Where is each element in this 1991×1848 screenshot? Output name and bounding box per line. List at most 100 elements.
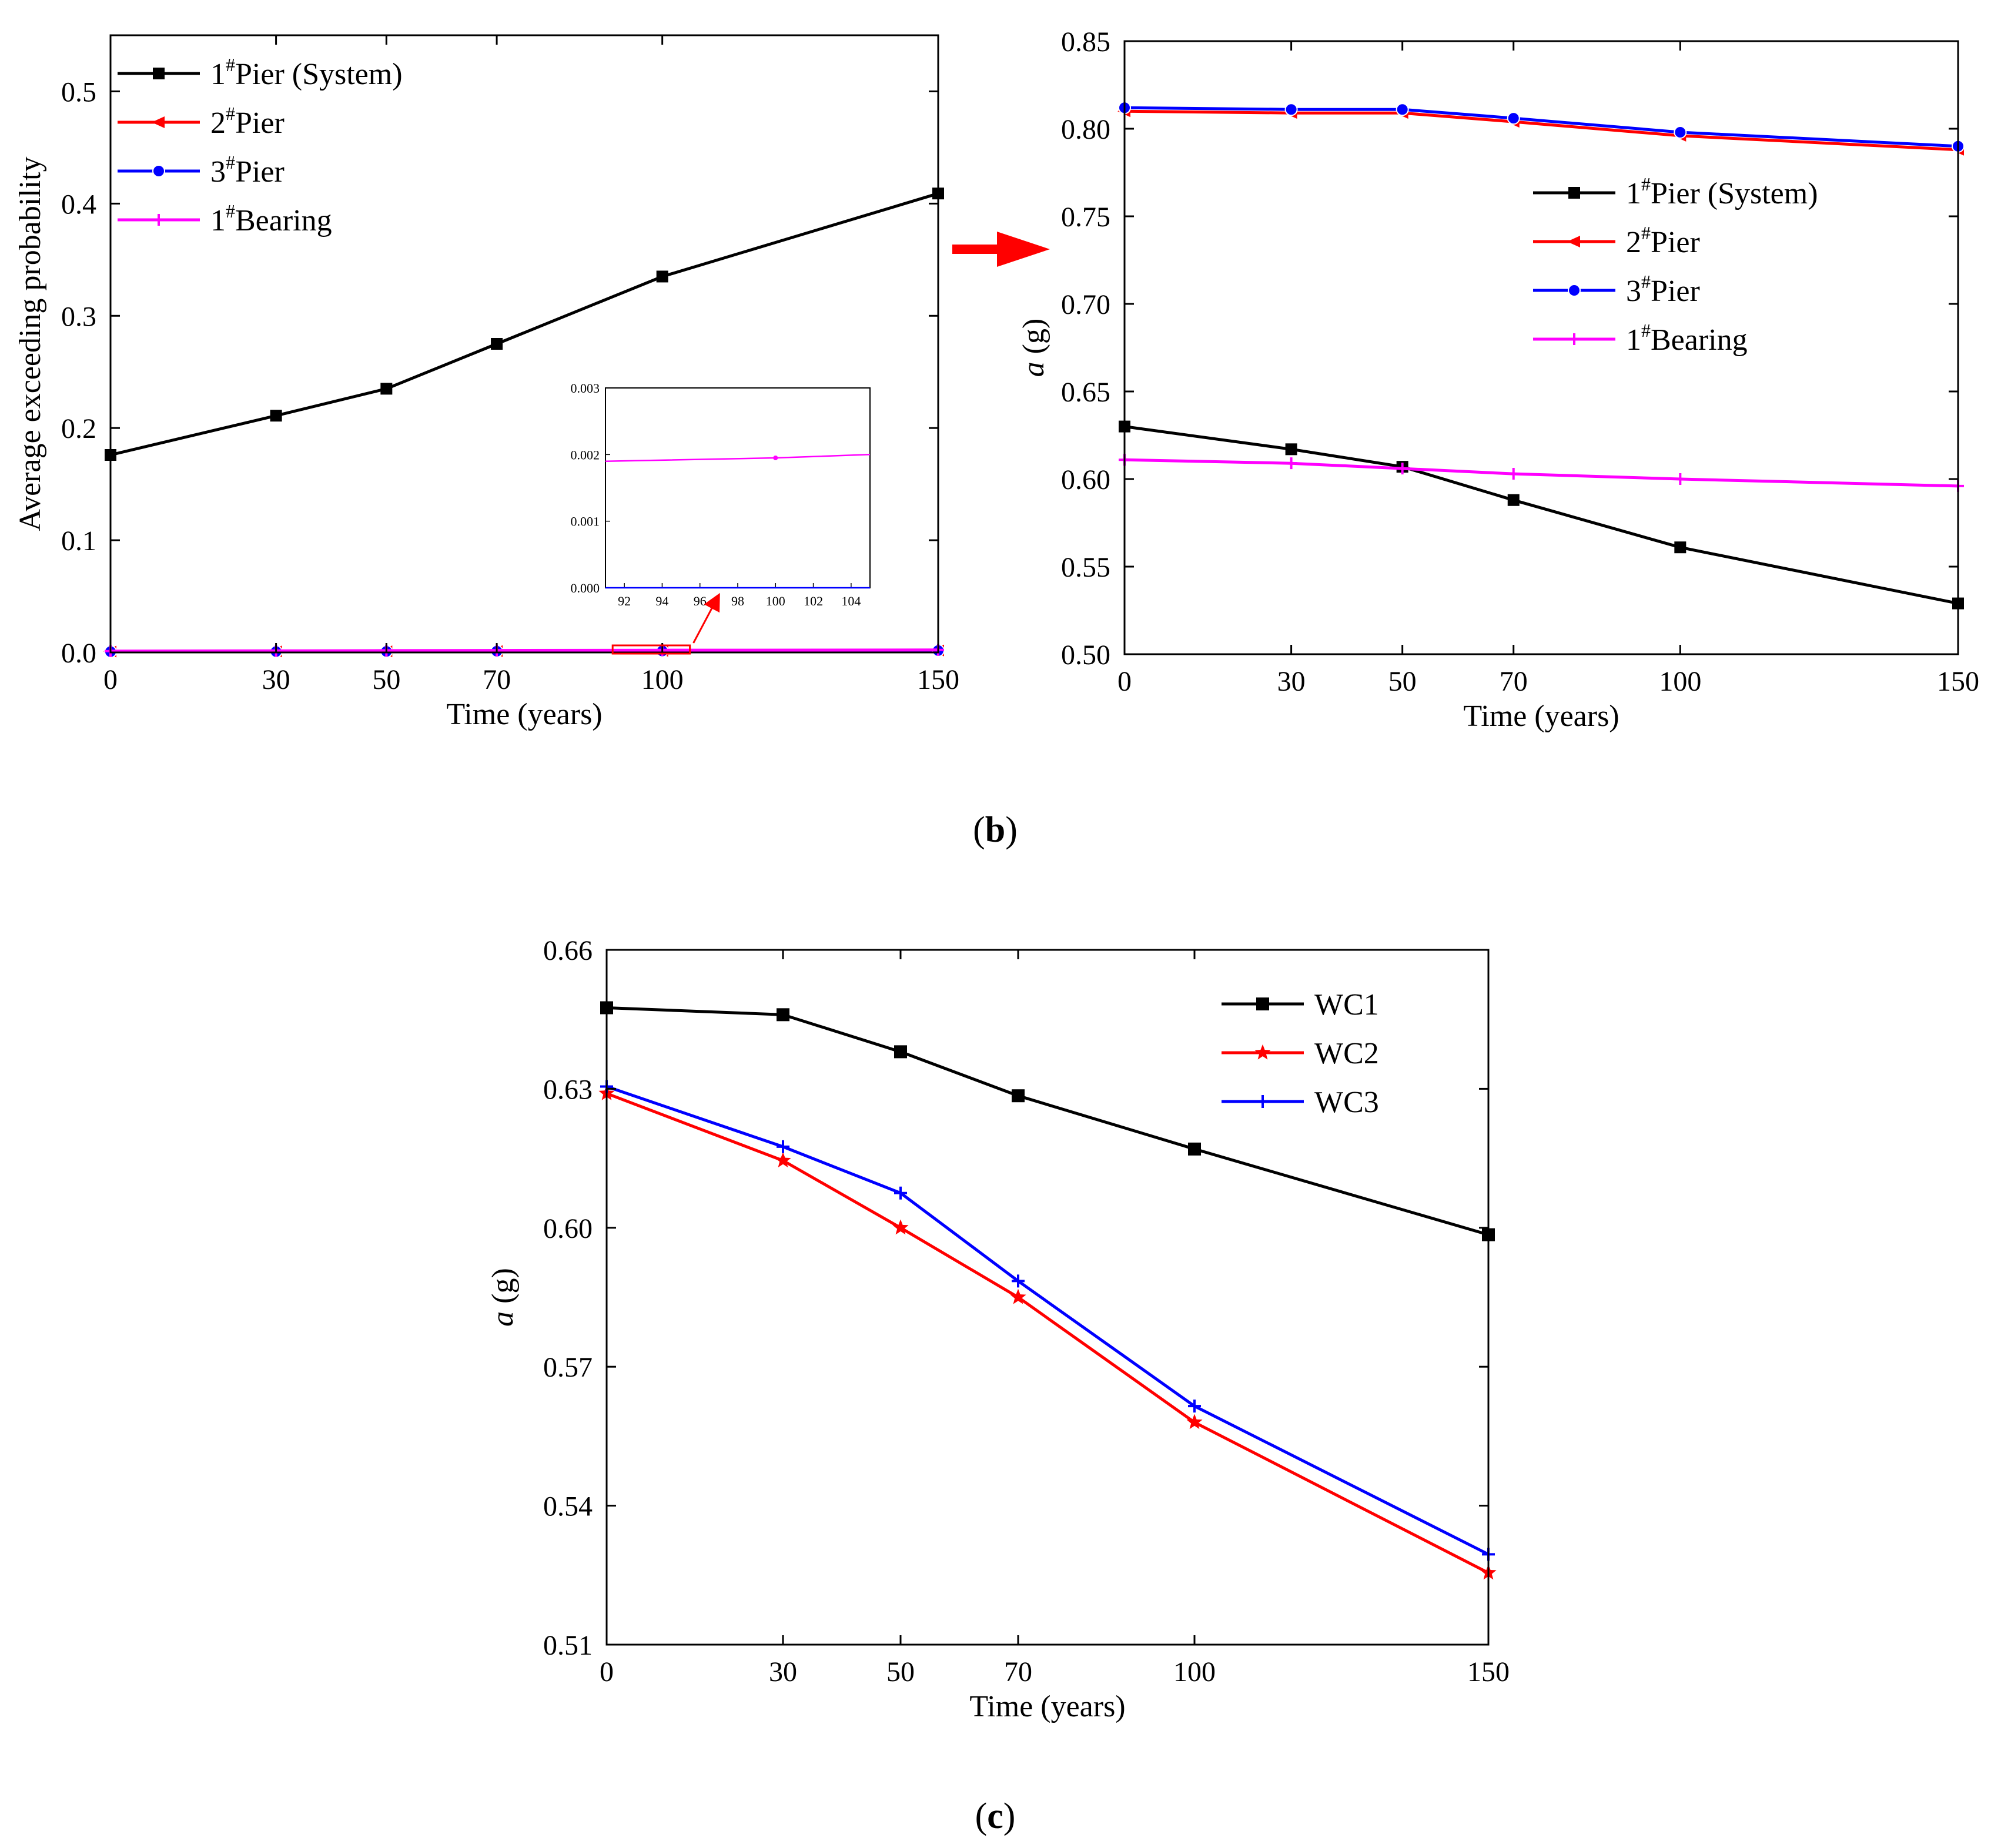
y-axis-label: a (g) xyxy=(486,1268,520,1327)
legend-label: 3#Pier xyxy=(1626,271,1700,308)
data-point xyxy=(1507,468,1520,480)
arrow-head xyxy=(997,232,1050,267)
data-point xyxy=(1285,443,1297,456)
legend-swatch-marker xyxy=(152,165,165,178)
y-tick-label: 0.63 xyxy=(543,1074,593,1105)
legend-swatch-marker xyxy=(1568,284,1581,297)
inset-zoom-chart: 92 94 96 98 100 102 104 0.000 0.001 0.002 0.003 xyxy=(571,381,871,655)
x-tick-label: 30 xyxy=(1277,666,1306,697)
series-line xyxy=(1124,425,1959,605)
legend-label: 1#Pier (System) xyxy=(210,54,403,91)
x-axis-label: Time (years) xyxy=(446,698,602,731)
legend-swatch-marker xyxy=(1256,997,1269,1010)
chart-exceeding-probability: 0 30 50 70 100 150 0.0 0.1 0.2 0.3 0.4 0.5 1#Pier (… xyxy=(14,34,959,731)
y-tick-label: 0.80 xyxy=(1061,114,1110,145)
chart-working-conditions: 0 30 50 70 100 150 0.51 0.54 0.57 0.60 0.63 0.66 WC… xyxy=(486,935,1510,1723)
y-tick-label: 0.65 xyxy=(1061,377,1110,408)
data-point xyxy=(775,1152,791,1168)
y-axis-label-unit: (g) xyxy=(486,1268,520,1311)
y-tick-label: 0.5 xyxy=(61,76,96,108)
zoom-region-box xyxy=(611,644,691,655)
data-point xyxy=(1396,103,1409,116)
legend-item: 1#Pier (System) xyxy=(118,54,403,91)
y-axis-label: Average exceeding probability xyxy=(14,156,47,531)
legend-item: 3#Pier xyxy=(1533,271,1700,308)
data-point xyxy=(1012,1274,1025,1288)
y-tick-label: 0.4 xyxy=(61,189,96,220)
legend-item: WC2 xyxy=(1222,1037,1379,1070)
data-point xyxy=(270,410,282,422)
x-tick-label: 0 xyxy=(1117,666,1132,697)
data-point xyxy=(1285,457,1297,470)
x-tick-label: 100 xyxy=(1173,1656,1216,1688)
y-axis-label: a (g) xyxy=(1017,319,1050,377)
x-axis-label: Time (years) xyxy=(1463,699,1619,733)
series-1 xyxy=(1117,105,1964,156)
data-point xyxy=(1284,103,1298,116)
legend-swatch-marker xyxy=(1568,187,1580,199)
x-tick-label: 100 xyxy=(641,664,684,695)
data-point xyxy=(1507,494,1520,506)
legend-swatch-marker xyxy=(1568,333,1580,345)
y-axis-label-italic: a xyxy=(486,1311,520,1327)
legend-swatch-marker xyxy=(1256,1095,1269,1108)
legend-label: WC2 xyxy=(1314,1037,1379,1070)
y-tick-label: 0.66 xyxy=(543,935,593,966)
legend-item: 3#Pier xyxy=(118,152,285,189)
legend-swatch-marker xyxy=(152,116,165,128)
panel-label-c: (c) xyxy=(975,1796,1016,1836)
data-point xyxy=(777,1008,789,1022)
legend: 1#Pier (System) 2#Pier 3#Pier 1#Bearing xyxy=(1533,173,1818,357)
data-point xyxy=(777,1140,789,1153)
x-tick-label: 30 xyxy=(262,664,290,695)
series-3 xyxy=(1119,454,1964,492)
legend-swatch-marker xyxy=(153,214,165,226)
inset-y-tick-label: 0.000 xyxy=(571,581,600,595)
inset-x-tick-label: 104 xyxy=(841,594,861,608)
y-tick-label: 0.1 xyxy=(61,525,96,557)
x-tick-label: 50 xyxy=(372,664,400,695)
y-tick-label: 0.3 xyxy=(61,301,96,332)
inset-x-tick-label: 94 xyxy=(655,594,668,608)
x-tick-label: 150 xyxy=(1467,1656,1510,1688)
series-line xyxy=(606,1006,1489,1237)
inset-frame xyxy=(605,387,871,588)
y-tick-label: 0.57 xyxy=(543,1352,593,1383)
series-line xyxy=(606,1092,1490,1575)
series-line xyxy=(110,648,939,653)
y-tick-label: 0.60 xyxy=(543,1213,593,1244)
data-point xyxy=(1674,125,1687,139)
x-tick-label: 150 xyxy=(1937,666,1979,697)
series-line xyxy=(606,1085,1490,1556)
legend-label: 1#Pier (System) xyxy=(1626,173,1818,210)
y-axis-label-unit: (g) xyxy=(1017,319,1050,362)
y-tick-label: 0.0 xyxy=(61,638,96,669)
y-axis-label-italic: a xyxy=(1017,361,1050,377)
legend-item: 1#Bearing xyxy=(1533,320,1748,357)
transition-arrow xyxy=(952,232,1050,267)
legend-item: 1#Pier (System) xyxy=(1533,173,1818,210)
inset-y-tick-label: 0.001 xyxy=(571,514,600,529)
legend-label: 1#Bearing xyxy=(210,200,332,237)
y-tick-label: 0.60 xyxy=(1061,464,1110,496)
series-line xyxy=(110,192,939,457)
y-tick-label: 0.50 xyxy=(1061,640,1110,671)
plot-frame xyxy=(109,34,939,654)
data-point xyxy=(894,1045,907,1059)
x-tick-label: 50 xyxy=(886,1656,915,1688)
panel-label-b: (b) xyxy=(973,810,1018,850)
x-tick-label: 100 xyxy=(1659,666,1701,697)
data-point xyxy=(892,1219,909,1235)
inset-x-tick-label: 100 xyxy=(766,594,785,608)
x-tick-label: 150 xyxy=(917,664,959,695)
x-tick-label: 0 xyxy=(600,1656,614,1688)
legend: 1#Pier (System) 2#Pier 3#Pier 1#Bearing xyxy=(118,54,403,237)
inset-y-tick-label: 0.002 xyxy=(571,447,600,462)
series-line xyxy=(1124,106,1959,148)
inset-x-tick-label: 92 xyxy=(618,594,631,608)
y-tick-label: 0.2 xyxy=(61,413,96,444)
legend-item: WC3 xyxy=(1222,1086,1379,1119)
legend-label: WC3 xyxy=(1314,1086,1379,1119)
series-0 xyxy=(1119,420,1964,610)
